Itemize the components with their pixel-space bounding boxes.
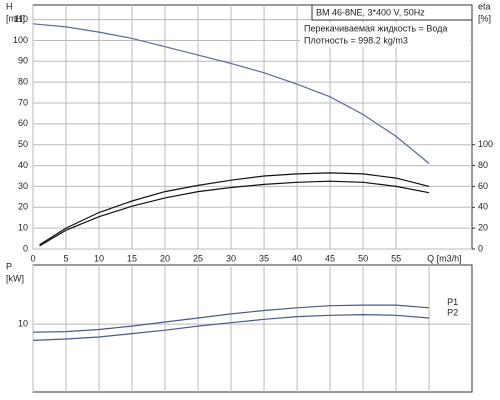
y-tick-label: 70 — [18, 97, 28, 107]
x-tick-label: 10 — [94, 253, 104, 263]
x-tick-label: 40 — [292, 253, 302, 263]
x-tick-label: 25 — [193, 253, 203, 263]
y-axis-label: P — [6, 261, 12, 271]
y-tick-label: 10 — [18, 223, 28, 233]
x-axis-label: Q [m3/h] — [427, 253, 462, 263]
curve — [39, 172, 430, 246]
annotation: Плотность = 998.2 kg/m3 — [304, 35, 408, 45]
y-tick-label: 100 — [13, 35, 28, 45]
y2-tick-label: 100 — [478, 139, 493, 149]
x-tick-label: 35 — [259, 253, 269, 263]
x-tick-label: 30 — [226, 253, 236, 263]
annotation-bg — [300, 23, 470, 35]
x-tick-label: 55 — [391, 253, 401, 263]
curve — [32, 304, 430, 333]
annotation-bg — [300, 35, 470, 47]
y2-tick-label: 0 — [478, 243, 483, 253]
x-tick-label: 50 — [358, 253, 368, 263]
y2-tick-label: 60 — [478, 181, 488, 191]
y-axis-label: H — [6, 1, 13, 11]
y-tick-label: 110 — [14, 14, 28, 24]
y-tick-label: 90 — [18, 56, 28, 66]
x-tick-label: 15 — [127, 253, 137, 263]
series-label: P1 — [447, 297, 458, 307]
y-tick-label: 0 — [23, 243, 28, 253]
curve — [39, 180, 430, 247]
series-label: P2 — [447, 307, 458, 317]
x-tick-label: 0 — [30, 253, 35, 263]
annotation: Перекачиваемая жидкость = Вода — [304, 23, 447, 33]
y-tick-label: 10 — [18, 318, 28, 328]
x-tick-label: 5 — [63, 253, 68, 263]
y2-tick-label: 40 — [478, 202, 488, 212]
y2-tick-label: 80 — [478, 160, 488, 170]
y2-tick-label: 20 — [478, 223, 488, 233]
curve — [32, 23, 430, 164]
y-tick-label: 20 — [18, 202, 28, 212]
title-box — [311, 4, 473, 21]
curve — [32, 313, 430, 341]
x-tick-label: 45 — [325, 253, 335, 263]
y-tick-label: 40 — [18, 160, 28, 170]
x-tick-label: 20 — [160, 253, 170, 263]
y-tick-label: 60 — [18, 118, 28, 128]
y-tick-label: 30 — [18, 181, 28, 191]
y2-axis-label: [%] — [478, 13, 491, 23]
y-tick-label: 50 — [18, 139, 28, 149]
y-axis-label: [kW] — [6, 273, 24, 283]
chart-title: BM 46-8NE, 3*400 V, 50Hz — [316, 7, 425, 17]
y-tick-label: 80 — [18, 77, 28, 87]
y-axis-label: [mH] — [6, 13, 25, 23]
y2-axis-label: eta — [478, 1, 491, 11]
